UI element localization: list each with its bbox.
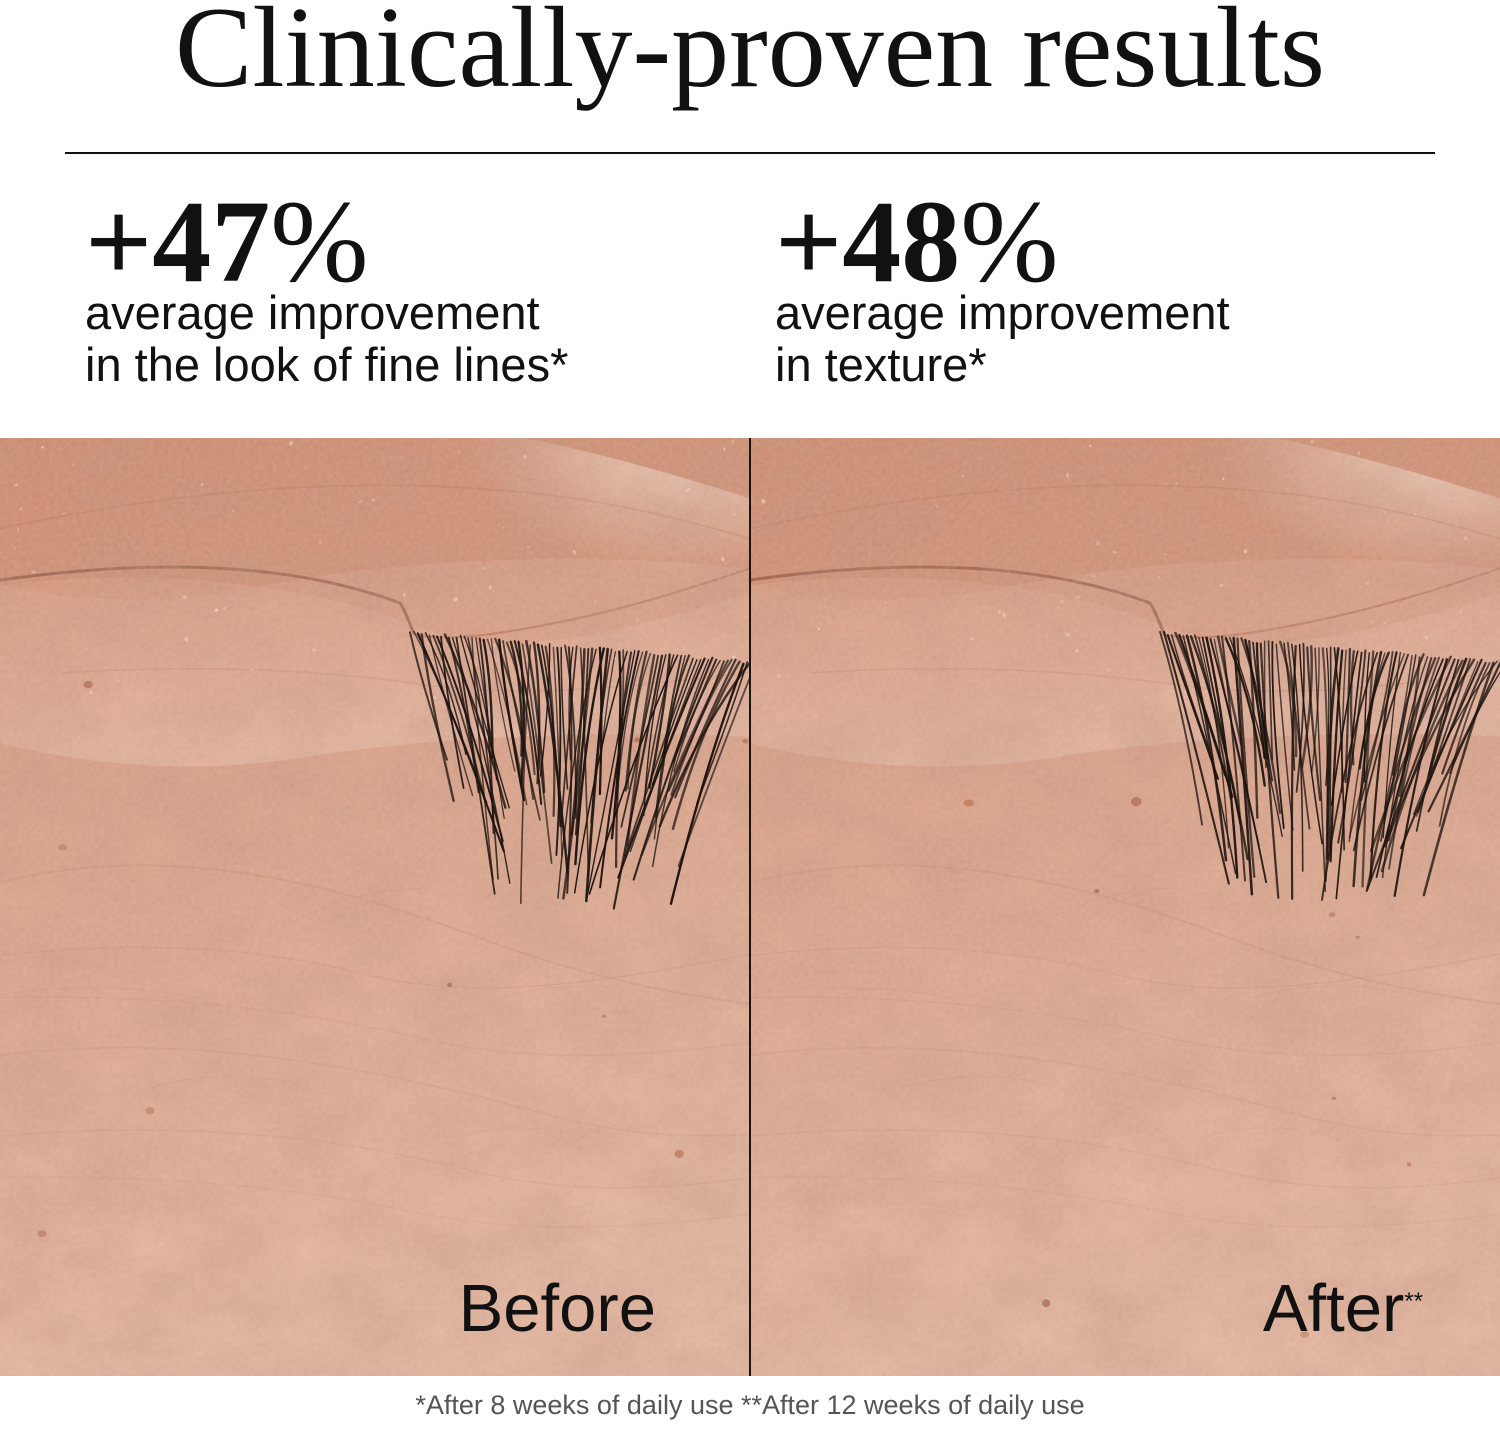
svg-text:After**: After** <box>1263 1271 1423 1346</box>
svg-text:Before: Before <box>459 1271 656 1346</box>
